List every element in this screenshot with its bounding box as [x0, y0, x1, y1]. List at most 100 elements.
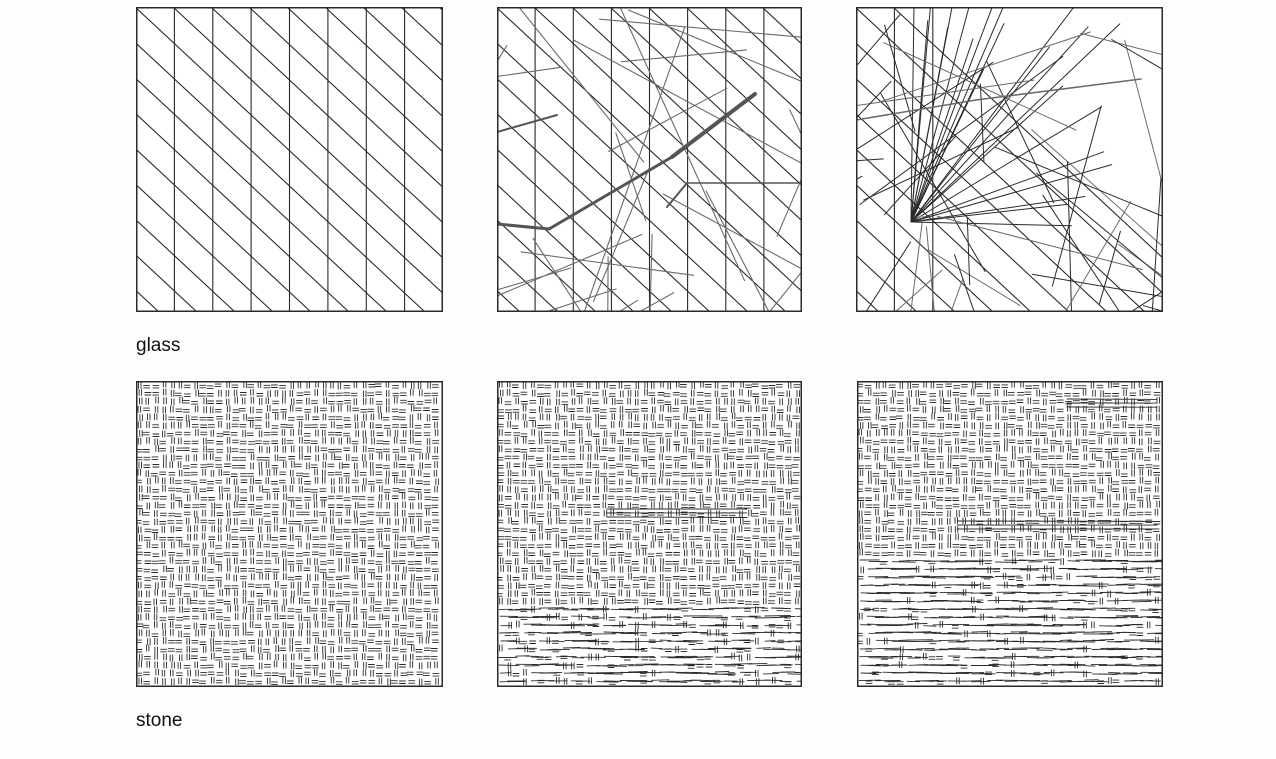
grid-diagonal-line [856, 113, 1070, 312]
grid-diagonal-line [856, 77, 1108, 312]
grid-diagonal-line [497, 77, 749, 312]
grid-diagonal-line [497, 7, 802, 293]
fracture-line [910, 203, 1068, 223]
grid-diagonal-line [324, 7, 443, 118]
grid-diagonal-line [497, 113, 711, 312]
fracture-line [1031, 129, 1163, 248]
grid-diagonal-line [685, 7, 802, 116]
grid-diagonal-line [400, 7, 443, 47]
fracture-line [910, 38, 974, 223]
grid-diagonal-line [571, 7, 802, 222]
crack-line [615, 132, 647, 221]
fracture-line [865, 241, 912, 312]
crack-line [497, 267, 572, 291]
fracture-line [910, 23, 1005, 223]
fracture-line [879, 31, 1091, 103]
fracture-line [856, 13, 901, 68]
crack-line [497, 66, 563, 78]
crack-line [520, 251, 695, 276]
fracture-line [910, 215, 924, 311]
fracture-line [966, 217, 971, 286]
crack-line [592, 166, 650, 302]
grid-diagonal-line [856, 219, 956, 312]
crack-line [789, 109, 802, 137]
grid-diagonal-line [136, 113, 350, 312]
panel-frame [136, 7, 443, 312]
grid-diagonal-line [497, 148, 673, 312]
grid-diagonal-line [172, 7, 443, 259]
crack-line [627, 9, 802, 83]
fracture-line [910, 7, 915, 223]
fracture-line [863, 127, 1018, 201]
grid-diagonal-line [136, 7, 443, 295]
glass-panel-shattered [856, 7, 1163, 312]
fracture-line [910, 7, 970, 223]
grid-diagonal-line [497, 183, 635, 312]
fracture-line [986, 61, 1055, 204]
crack-line [776, 176, 802, 237]
fracture-line [1142, 305, 1163, 312]
fracture-line [910, 46, 1050, 223]
glass-panel-cracked [497, 7, 802, 312]
stone-panel-weathered [497, 381, 802, 687]
crack-line [619, 7, 746, 282]
panel-frame [856, 7, 1163, 312]
glass-pattern-intact [136, 7, 443, 312]
glass-pattern-cracked [497, 7, 802, 312]
glass-panel-intact [136, 7, 443, 312]
stone-panel-intact [136, 381, 443, 687]
crack-line [497, 114, 558, 133]
fracture-line [1151, 177, 1162, 312]
crack-line [768, 270, 802, 312]
fracture-line [910, 151, 1105, 223]
crack-line [543, 288, 617, 312]
crack-line [583, 26, 686, 312]
grid-diagonal-line [497, 42, 787, 312]
grid-diagonal-line [856, 7, 1163, 295]
fracture-line [856, 79, 1035, 107]
grid-diagonal-line [136, 254, 198, 312]
fracture-line [1031, 273, 1163, 298]
panel-frame [497, 7, 802, 312]
crack-line [670, 92, 757, 159]
fracture-line [910, 196, 1086, 223]
crack-line [666, 182, 688, 208]
grid-diagonal-line [856, 42, 1146, 312]
grid-diagonal-line [856, 254, 918, 312]
crack-line [532, 237, 582, 312]
crack-line [649, 234, 653, 312]
grid-diagonal-line [136, 183, 274, 312]
stone-pattern-intact [136, 381, 443, 687]
fracture-line [994, 146, 1163, 218]
fracture-line [883, 42, 1077, 131]
fracture-line [1036, 172, 1163, 279]
crack-line [497, 233, 643, 297]
grid-diagonal-line [497, 254, 559, 312]
grid-diagonal-line [497, 219, 597, 312]
fracture-line [910, 7, 1075, 223]
fracture-line [910, 221, 1072, 227]
grid-diagonal-line [136, 219, 236, 312]
fracture-line [910, 85, 1064, 223]
crack-line [598, 18, 802, 38]
grid-diagonal-line [856, 183, 994, 312]
crack-line [620, 49, 747, 63]
grid-diagonal-line [248, 7, 443, 189]
fracture-line [1064, 200, 1132, 312]
glass-row-label: glass [136, 335, 181, 356]
fracture-line [925, 226, 935, 312]
fracture-line [856, 99, 977, 121]
fracture-line [1051, 105, 1102, 287]
fracture-line [894, 269, 943, 312]
fracture-line [1111, 39, 1163, 71]
fracture-line [1067, 161, 1072, 312]
glass-pattern-shattered [856, 7, 1163, 312]
grid-diagonal-line [723, 7, 802, 81]
crack-line [497, 222, 551, 231]
fracture-line [856, 61, 994, 151]
stone-pattern-weathered [497, 381, 802, 687]
fracture-line [910, 27, 949, 223]
crack-line [607, 256, 609, 312]
grid-diagonal-line [533, 7, 802, 257]
